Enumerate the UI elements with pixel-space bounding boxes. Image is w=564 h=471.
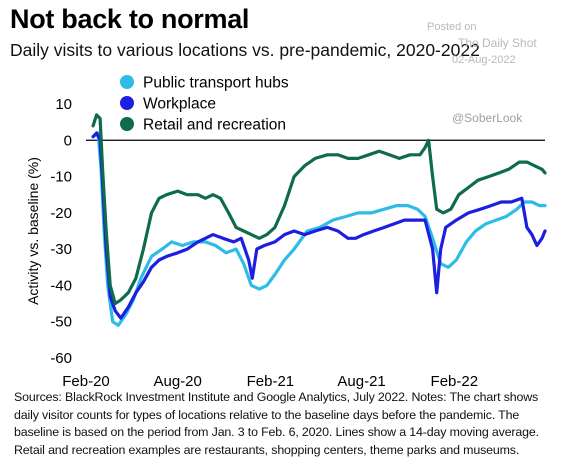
y-tick-label: -60 (50, 350, 72, 367)
legend-marker (120, 75, 134, 89)
y-tick-label: 0 (64, 132, 72, 149)
watermark-handle: @SoberLook (452, 111, 523, 125)
series-line (91, 113, 547, 306)
y-tick-label: -50 (50, 314, 72, 331)
y-tick-label: 10 (55, 96, 72, 113)
y-axis: 10 0 -10 -20 -30 -40 -50 -60 Activity vs. baseli… (25, 96, 72, 367)
watermark-date: 02-Aug-2022 (452, 54, 516, 66)
page-title: Not back to normal (10, 4, 250, 34)
legend-marker (120, 117, 134, 131)
x-tick-label: Feb-22 (431, 373, 479, 390)
legend-label: Public transport hubs (143, 75, 289, 92)
legend-label: Workplace (143, 96, 216, 113)
x-axis: Feb-20 Aug-20 Feb-21 Aug-21 Feb-22 (62, 139, 545, 390)
watermark-brand: The Daily Shot (458, 36, 537, 50)
legend-marker (120, 96, 134, 110)
x-tick-label: Feb-20 (62, 373, 110, 390)
watermark-posted: Posted on (427, 21, 477, 33)
plot-area (91, 113, 547, 327)
y-tick-label: -40 (50, 277, 72, 294)
x-tick-label: Aug-20 (154, 373, 202, 390)
y-tick-label: -30 (50, 241, 72, 258)
chart-source-notes: Sources: BlackRock Investment Institute … (14, 390, 539, 457)
x-tick-label: Feb-21 (247, 373, 295, 390)
series-line (91, 131, 547, 320)
page-subtitle: Daily visits to various locations vs. pr… (10, 40, 480, 60)
chart-legend: Public transport hubs Workplace Retail and… (120, 75, 289, 134)
x-tick-label: Aug-21 (337, 373, 385, 390)
y-tick-label: -20 (50, 205, 72, 222)
y-tick-label: -10 (50, 169, 72, 186)
y-axis-label: Activity vs. baseline (%) (25, 157, 41, 305)
legend-label: Retail and recreation (143, 117, 286, 134)
